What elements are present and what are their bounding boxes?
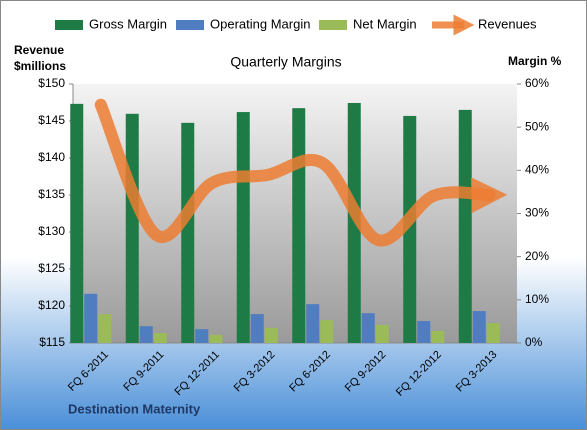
legend-swatch [176, 20, 204, 30]
bar [236, 112, 250, 343]
bar [84, 293, 98, 343]
bar [98, 314, 112, 343]
bar [417, 320, 431, 343]
bar [306, 304, 320, 343]
bar [472, 311, 486, 343]
y2-tick-label: 40% [525, 163, 549, 177]
bar [195, 329, 209, 343]
chart-title: Quarterly Margins [230, 54, 341, 70]
bar [458, 109, 472, 344]
legend-swatch [319, 20, 347, 30]
bar [320, 320, 334, 343]
bar [139, 326, 153, 343]
y2-tick-label: 60% [525, 76, 549, 90]
legend-swatch [55, 20, 83, 30]
bar [361, 313, 375, 343]
y2-axis-title: Margin % [508, 54, 562, 68]
bar [153, 333, 167, 343]
y2-tick-label: 30% [525, 206, 549, 220]
legend-label: Revenues [478, 16, 537, 31]
y2-tick-label: 20% [525, 249, 549, 263]
bar [209, 334, 223, 343]
bar [486, 323, 500, 343]
legend-label: Gross Margin [89, 16, 167, 31]
y-tick-label: $115 [39, 335, 65, 349]
bar [292, 108, 306, 343]
line [94, 98, 508, 247]
y-axis-title: Revenue [14, 43, 64, 57]
bar [347, 102, 361, 343]
bar [431, 330, 445, 343]
bar [125, 113, 139, 343]
y-tick-label: $125 [38, 261, 65, 275]
bar [250, 314, 264, 343]
y-tick-label: $130 [38, 224, 65, 238]
bar [375, 324, 389, 343]
y-tick-label: $150 [38, 76, 65, 90]
y-tick-label: $145 [38, 113, 65, 127]
y-tick-label: $140 [38, 150, 65, 164]
legend-label: Net Margin [353, 16, 417, 31]
y-tick-label: $120 [38, 298, 65, 312]
bar [70, 103, 84, 344]
bar [403, 115, 417, 344]
y-axis-title: $millions [14, 59, 66, 73]
footer: Destination Maternity [68, 401, 201, 416]
y2-tick-label: 50% [525, 119, 549, 133]
bar [181, 122, 195, 343]
y2-tick-label: 10% [525, 292, 549, 306]
y-tick-label: $135 [38, 187, 65, 201]
bar [264, 327, 278, 343]
legend-label: Operating Margin [210, 16, 310, 31]
y2-tick-label: 0% [525, 335, 543, 349]
